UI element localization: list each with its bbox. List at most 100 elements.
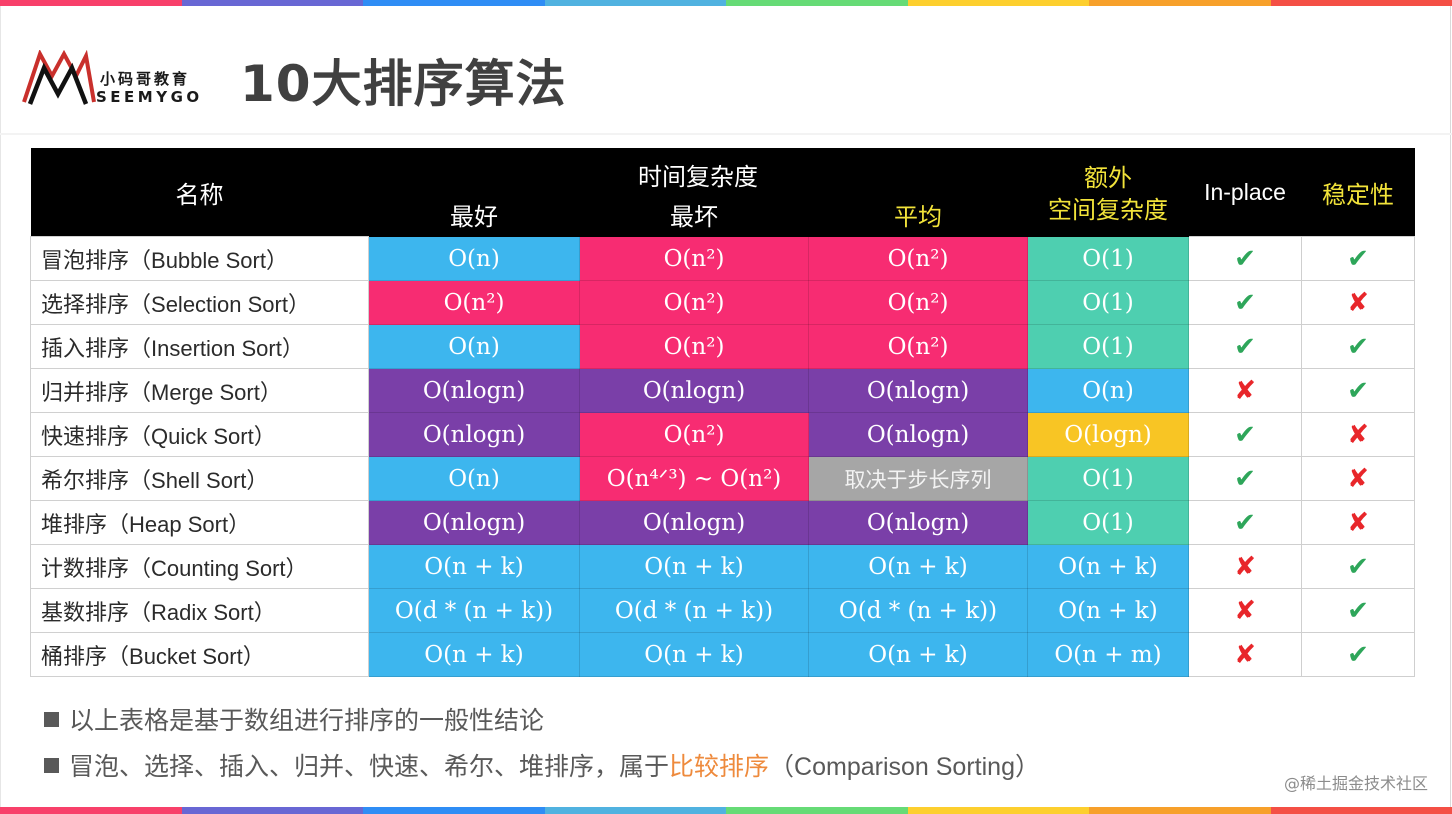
in-place-check-icon: ✔ [1188, 324, 1302, 369]
stable-cross-icon: ✘ [1301, 500, 1415, 545]
algorithm-name-close: ） [246, 468, 269, 494]
sorting-algorithms-table: 名称 时间复杂度 额外 空间复杂度 In-place 稳定性 最好 最坏 平均 … [30, 148, 1415, 677]
in-place-cross-icon: ✘ [1188, 588, 1302, 633]
in-place-check-icon: ✔ [1188, 500, 1302, 545]
algorithm-name-close: ） [253, 600, 276, 626]
note-highlight: 比较排序 [669, 752, 770, 781]
in-place-check-icon: ✔ [1188, 412, 1302, 457]
table-row: 希尔排序（Shell Sort） O(n) O(n⁴ᐟ³) ~ O(n²) 取决于步长… [30, 456, 1415, 501]
table-row: 桶排序（Bucket Sort） O(n + k) O(n + k) O(n + k)… [30, 632, 1415, 677]
table-row: 基数排序（Radix Sort） O(d * (n + k)) O(d * (n +… [30, 588, 1415, 633]
average-complexity: O(n + k) [808, 632, 1028, 677]
slide-border-right [1450, 6, 1451, 807]
algorithm-name-cn: 冒泡排序（ [41, 248, 152, 274]
extra-space-complexity: O(logn) [1027, 412, 1189, 457]
square-bullet-icon [44, 711, 59, 727]
in-place-cross-icon: ✘ [1188, 368, 1302, 413]
watermark: @稀土掘金技术社区 [1283, 774, 1428, 793]
algorithm-name-cn: 插入排序（ [41, 336, 152, 362]
algorithm-name-en: Shell Sort [151, 467, 247, 493]
in-place-cross-icon: ✘ [1188, 544, 1302, 589]
worst-complexity: O(n + k) [579, 632, 809, 677]
algorithm-name-cn: 归并排序（ [41, 380, 152, 406]
rainbow-segment [363, 807, 545, 814]
brand-logo: 小码哥教育 SEEMYGO [22, 50, 212, 110]
header-extra-space-line2: 空间复杂度 [1048, 196, 1168, 224]
header-extra-space-line1: 额外 [1084, 164, 1132, 192]
square-bullet-icon [44, 757, 59, 773]
note-prefix: 冒泡、选择、插入、归并、快速、希尔、堆排序，属于 [69, 752, 670, 781]
algorithm-name-cn: 基数排序（ [41, 600, 152, 626]
worst-complexity: O(nlogn) [579, 500, 809, 545]
table-row: 冒泡排序（Bubble Sort） O(n) O(n²) O(n²) O(1) ✔ ✔ [30, 236, 1415, 281]
extra-space-complexity: O(n + k) [1027, 544, 1189, 589]
rainbow-segment [1270, 0, 1452, 6]
worst-complexity: O(n²) [579, 236, 809, 281]
algorithm-name-close: ） [253, 424, 276, 450]
algorithm-name: 插入排序（Insertion Sort） [30, 324, 369, 369]
logo-english-text: SEEMYGO [96, 88, 203, 106]
worst-complexity: O(n + k) [579, 544, 809, 589]
worst-complexity: O(n²) [579, 412, 809, 457]
rainbow-segment [1089, 807, 1271, 814]
best-complexity: O(nlogn) [368, 368, 580, 413]
algorithm-name-cn: 选择排序（ [41, 292, 152, 318]
mountain-logo-icon [22, 50, 96, 105]
best-complexity: O(d * (n + k)) [368, 588, 580, 633]
slide-border-left [0, 6, 1, 807]
best-complexity: O(n) [368, 236, 580, 281]
extra-space-complexity: O(n) [1027, 368, 1189, 413]
algorithm-name-en: Quick Sort [151, 423, 254, 449]
table-row: 快速排序（Quick Sort） O(nlogn) O(n²) O(nlogn) O(l… [30, 412, 1415, 457]
extra-space-complexity: O(1) [1027, 500, 1189, 545]
table-row: 选择排序（Selection Sort） O(n²) O(n²) O(n²) O(1) ✔… [30, 280, 1415, 325]
algorithm-name-en: Bucket Sort [129, 643, 243, 669]
bottom-rainbow-bar [0, 807, 1452, 814]
algorithm-name-cn: 快速排序（ [41, 424, 152, 450]
rainbow-segment [907, 807, 1089, 814]
best-complexity: O(n) [368, 456, 580, 501]
extra-space-complexity: O(1) [1027, 280, 1189, 325]
header-worst: 最坏 [579, 192, 809, 237]
header-time-complexity: 时间复杂度 [368, 148, 1028, 192]
best-complexity: O(n²) [368, 280, 580, 325]
algorithm-name-cn: 计数排序（ [41, 556, 152, 582]
rainbow-segment [726, 0, 908, 6]
algorithm-name-close: ） [265, 248, 288, 274]
header-extra-space: 额外 空间复杂度 [1027, 148, 1189, 237]
average-complexity: O(nlogn) [808, 412, 1028, 457]
worst-complexity: O(d * (n + k)) [579, 588, 809, 633]
extra-space-complexity: O(1) [1027, 324, 1189, 369]
algorithm-name-close: ） [281, 336, 304, 362]
average-complexity: O(n²) [808, 280, 1028, 325]
average-complexity: O(n²) [808, 236, 1028, 281]
notes-list: 以上表格是基于数组进行排序的一般性结论 冒泡、选择、插入、归并、快速、希尔、堆排… [44, 696, 1040, 788]
average-complexity: 取决于步长序列 [808, 456, 1028, 501]
rainbow-segment [181, 0, 363, 6]
best-complexity: O(n + k) [368, 544, 580, 589]
stable-cross-icon: ✘ [1301, 456, 1415, 501]
algorithm-name: 快速排序（Quick Sort） [30, 412, 369, 457]
in-place-cross-icon: ✘ [1188, 632, 1302, 677]
rainbow-segment [1089, 0, 1271, 6]
stable-check-icon: ✔ [1301, 324, 1415, 369]
stable-check-icon: ✔ [1301, 544, 1415, 589]
algorithm-name-close: ） [242, 644, 265, 670]
average-complexity: O(nlogn) [808, 500, 1028, 545]
best-complexity: O(nlogn) [368, 500, 580, 545]
worst-complexity: O(n²) [579, 324, 809, 369]
average-complexity: O(nlogn) [808, 368, 1028, 413]
algorithm-name-en: Merge Sort [151, 379, 260, 405]
worst-complexity: O(n⁴ᐟ³) ~ O(n²) [579, 456, 809, 501]
header-stable: 稳定性 [1301, 148, 1415, 237]
header-average: 平均 [808, 192, 1028, 237]
algorithm-name: 希尔排序（Shell Sort） [30, 456, 369, 501]
algorithm-name-cn: 希尔排序（ [41, 468, 152, 494]
average-complexity: O(d * (n + k)) [808, 588, 1028, 633]
rainbow-segment [1270, 807, 1452, 814]
rainbow-segment [544, 0, 726, 6]
best-complexity: O(nlogn) [368, 412, 580, 457]
header-best: 最好 [368, 192, 580, 237]
algorithm-name-en: Insertion Sort [151, 335, 282, 361]
in-place-check-icon: ✔ [1188, 236, 1302, 281]
